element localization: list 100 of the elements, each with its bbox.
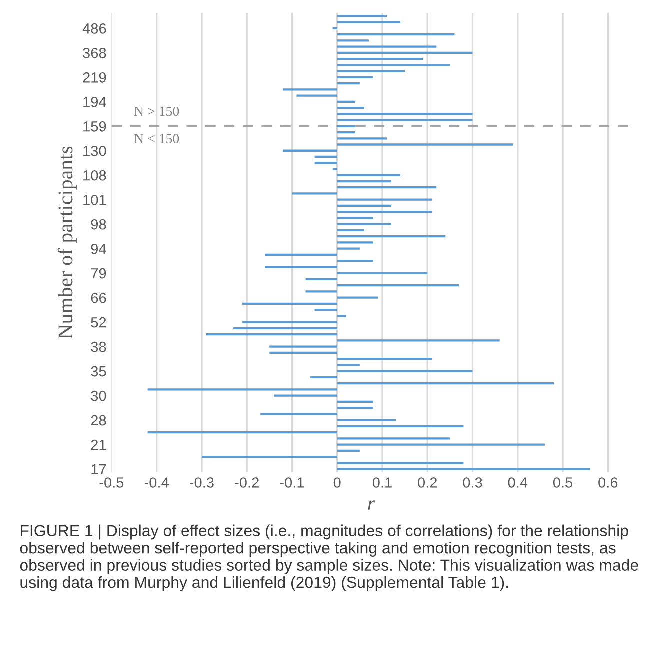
y-tick-label: 130: [84, 146, 106, 156]
bar: [337, 144, 514, 146]
bar: [337, 58, 424, 60]
bar: [337, 211, 432, 214]
bar: [296, 94, 338, 97]
bar: [270, 352, 338, 354]
bar: [265, 266, 338, 268]
x-tick-label: 0.6: [598, 478, 618, 488]
x-tick-label: -0.4: [144, 478, 169, 488]
bar: [314, 156, 338, 158]
bar: [337, 468, 590, 470]
bar: [337, 382, 554, 385]
y-tick-label: 108: [84, 170, 106, 181]
y-tick-label: 35: [91, 366, 106, 377]
bar: [310, 376, 338, 378]
y-tick-label: 94: [91, 244, 106, 254]
bar: [337, 272, 428, 274]
y-tick-label: 30: [91, 390, 106, 402]
bar: [337, 223, 392, 226]
caption: FIGURE 1 | Display of effect sizes (i.e., magnitudes of correlations) for the relationship observed between self-reported perspective taking and emotion recognition tests, as observed in previous studies sorted by sample sizes. Note: This visualization was made using data from Murphy and Lilienfeld (2019) (Supplemental Table 1).: [20, 524, 638, 592]
bar: [337, 180, 392, 183]
bar: [283, 88, 338, 91]
annotation: N < 150: [134, 134, 180, 144]
x-tick-label: 0: [334, 478, 341, 488]
bar: [337, 40, 369, 42]
bar: [337, 217, 374, 220]
bar: [337, 125, 356, 128]
bar: [337, 204, 392, 208]
bar: [242, 302, 338, 306]
y-tick-label: 368: [83, 48, 106, 58]
bar: [337, 186, 437, 189]
bar: [337, 52, 473, 54]
y-tick-label: 79: [91, 268, 106, 279]
x-tick-label: 0.4: [508, 478, 528, 488]
bar: [337, 33, 455, 36]
bar: [337, 406, 374, 410]
y-tick-label: 219: [83, 72, 106, 83]
bar: [306, 290, 338, 293]
y-tick-label: 159: [84, 121, 106, 132]
bar: [337, 260, 374, 262]
x-tick-label: 0.1: [372, 478, 392, 488]
bar: [314, 162, 338, 164]
bar: [337, 284, 460, 287]
bar: [283, 150, 338, 152]
bar: [337, 236, 446, 238]
bar: [337, 248, 360, 250]
bar: [242, 321, 338, 324]
annotation: N > 150: [134, 106, 180, 116]
bar: [337, 119, 473, 122]
bar: [274, 394, 338, 397]
bar: [337, 340, 500, 342]
bar: [337, 46, 437, 48]
bar: [337, 400, 374, 403]
bar: [337, 462, 464, 464]
bar: [337, 438, 450, 440]
bar: [337, 198, 432, 201]
y-tick-label: 194: [84, 97, 106, 108]
bar: [337, 131, 356, 134]
y-tick-label: 28: [91, 415, 106, 426]
bar: [337, 76, 374, 78]
bar: [337, 82, 360, 85]
y-tick-label: 17: [92, 464, 106, 475]
bar: [332, 27, 338, 30]
bar: [337, 419, 396, 422]
bar: [148, 388, 338, 391]
bar: [337, 106, 364, 110]
y-tick-label: 101: [84, 194, 106, 206]
bar: [260, 413, 338, 416]
bar: [265, 254, 338, 256]
bar: [202, 456, 338, 458]
x-tick-label: 0.5: [553, 478, 573, 488]
x-tick-label: -0.3: [190, 478, 214, 488]
bar: [292, 192, 338, 195]
bar: [337, 444, 545, 446]
bar: [337, 138, 387, 140]
y-tick-label: 486: [82, 24, 106, 34]
bar: [306, 278, 338, 281]
bar: [206, 333, 338, 336]
bar: [337, 100, 356, 103]
x-tick-label: -0.1: [280, 478, 304, 488]
bar: [337, 64, 450, 66]
bar: [337, 21, 401, 24]
bar: [337, 242, 374, 244]
bar: [337, 229, 364, 232]
x-tick-label: 0.2: [418, 478, 438, 488]
y-tick-label: 38: [91, 342, 106, 352]
bar: [337, 364, 360, 366]
x-tick-label: 0.3: [463, 478, 482, 488]
bar: [234, 327, 338, 330]
bar: [148, 431, 338, 434]
bar: [337, 315, 346, 318]
x-axis-title: r: [368, 500, 376, 510]
bar: [337, 450, 360, 452]
bar: [332, 168, 338, 170]
bar: [337, 15, 387, 18]
y-tick-label: 98: [91, 219, 106, 230]
bar: [337, 296, 378, 299]
y-axis-title: Number of participants: [58, 146, 77, 339]
bar: [314, 309, 338, 312]
bar: [270, 346, 338, 348]
